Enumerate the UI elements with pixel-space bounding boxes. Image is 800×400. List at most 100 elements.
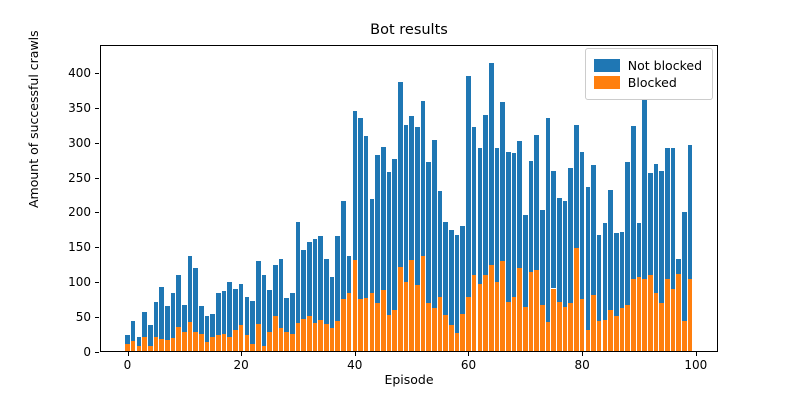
bar-segment-not-blocked [284,297,289,333]
bar-segment-not-blocked [511,153,517,297]
bar-segment-not-blocked [454,234,460,334]
bar-segment-not-blocked [505,151,511,302]
bar-segment-not-blocked [687,144,693,279]
bar-segment-blocked [562,306,568,352]
tick-mark [95,352,99,353]
bar-segment-not-blocked [528,160,534,272]
bar-segment-not-blocked [216,293,221,336]
bar-segment-not-blocked [130,320,136,341]
x-tick-label: 40 [347,358,363,372]
bar-segment-blocked [574,248,579,352]
bar-segment-not-blocked [432,139,437,309]
bar-segment-blocked [221,333,227,352]
bar-segment-blocked [130,340,136,352]
bar-segment-not-blocked [295,222,301,324]
bar-segment-not-blocked [346,256,352,294]
bar-segment-blocked [329,327,335,352]
bar-segment-blocked [551,288,557,352]
bar-segment-blocked [397,266,403,352]
bar-segment-not-blocked [409,116,414,260]
bar-segment-blocked [153,336,159,352]
bar-segment-not-blocked [585,187,591,330]
bar-segment-not-blocked [352,111,358,260]
bar-segment-blocked [216,335,221,352]
bar-segment-blocked [670,289,676,352]
bar-segment-not-blocked [267,289,272,332]
bar-segment-not-blocked [318,236,324,320]
bar-segment-blocked [403,282,409,352]
y-tick-label: 0 [83,345,91,359]
bar-segment-blocked [591,295,596,352]
bar-segment-blocked [312,322,318,352]
chart-title: Bot results [370,22,448,38]
bar-segment-not-blocked [397,81,403,267]
bar-segment-blocked [392,310,397,352]
bar-segment-not-blocked [596,234,602,322]
bar-segment-not-blocked [255,261,261,325]
bar-segment-not-blocked [164,305,170,341]
legend-item: Not blocked [593,58,702,73]
bar-segment-not-blocked [250,301,255,344]
bar-segment-not-blocked [568,167,574,304]
bar-segment-not-blocked [193,268,198,332]
bar-segment-blocked [227,336,233,352]
bar-segment-blocked [369,293,375,352]
bar-segment-blocked [528,271,534,352]
bar-segment-not-blocked [403,125,409,283]
bar-segment-not-blocked [301,250,306,319]
bar-segment-not-blocked [170,292,176,339]
bar-segment-blocked [210,336,216,352]
bar-segment-not-blocked [238,283,244,325]
legend-label: Not blocked [627,58,702,73]
x-tick-label: 0 [123,358,132,372]
x-tick-label: 20 [233,358,249,372]
bar-segment-blocked [346,293,352,352]
bar-segment-not-blocked [659,171,664,304]
bar-segment-not-blocked [517,140,522,269]
bar-segment-blocked [295,323,301,352]
bar-segment-not-blocked [460,226,466,314]
bar-segment-blocked [665,278,670,352]
tick-mark [95,247,99,249]
bar-segment-not-blocked [227,282,233,337]
bar-segment-blocked [136,345,142,352]
bar-segment-blocked [494,281,500,352]
bar-segment-blocked [676,273,682,352]
bar-segment-not-blocked [136,336,142,346]
bar-segment-not-blocked [613,233,619,317]
bar-segment-blocked [182,332,187,352]
bar-segment-not-blocked [312,238,318,323]
bar-segment-not-blocked [636,222,642,278]
bar-segment-not-blocked [125,334,130,344]
bar-segment-not-blocked [341,201,346,299]
bar-segment-not-blocked [449,229,454,325]
y-tick-label: 250 [68,170,91,185]
bar-segment-not-blocked [380,146,386,290]
bar-segment-blocked [233,330,238,352]
bar-segment-blocked [352,259,358,352]
x-tick-label: 60 [460,358,477,372]
tick-mark [582,352,584,356]
tick-mark [354,352,356,356]
bar-segment-not-blocked [483,114,488,276]
bar-segment-not-blocked [540,209,545,306]
legend-swatch-blocked [593,76,620,89]
bar-segment-blocked [579,298,585,352]
bar-segment-not-blocked [210,313,216,337]
bar-segment-not-blocked [471,126,477,276]
bar-segment-blocked [187,321,193,352]
bar-segment-blocked [159,338,164,352]
bar-segment-not-blocked [272,264,278,316]
bar-segment-blocked [204,342,210,352]
y-tick-label: 150 [68,240,91,255]
bar-segment-not-blocked [670,147,676,290]
bar-segment-not-blocked [147,325,153,347]
legend-label: Blocked [627,75,677,90]
tick-mark [95,282,99,284]
bar-segment-blocked [420,255,426,352]
bar-segment-not-blocked [466,75,471,297]
tick-mark [95,142,99,144]
bar-segment-not-blocked [534,135,539,270]
bar-segment-not-blocked [386,171,392,316]
bar-segment-blocked [426,303,431,352]
